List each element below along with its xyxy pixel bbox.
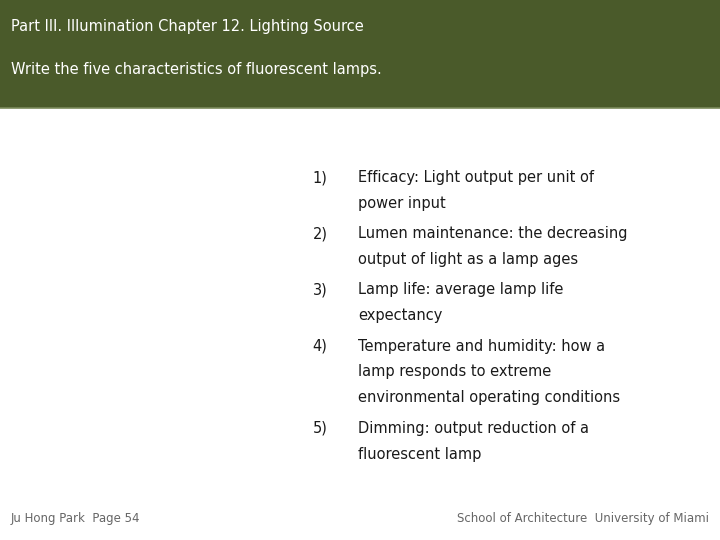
Text: 3): 3) [313, 282, 328, 298]
Text: Lamp life: average lamp life: Lamp life: average lamp life [358, 282, 563, 298]
Text: School of Architecture  University of Miami: School of Architecture University of Mia… [457, 512, 709, 525]
Text: 5): 5) [312, 421, 328, 436]
Text: Dimming: output reduction of a: Dimming: output reduction of a [358, 421, 589, 436]
Text: lamp responds to extreme: lamp responds to extreme [358, 364, 551, 380]
Text: power input: power input [358, 196, 446, 211]
Text: environmental operating conditions: environmental operating conditions [358, 390, 620, 406]
Text: Part III. Illumination Chapter 12. Lighting Source: Part III. Illumination Chapter 12. Light… [11, 19, 364, 34]
Text: output of light as a lamp ages: output of light as a lamp ages [358, 252, 578, 267]
Text: 4): 4) [312, 339, 328, 354]
Text: fluorescent lamp: fluorescent lamp [358, 447, 481, 462]
Text: 1): 1) [312, 170, 328, 185]
Text: Ju Hong Park  Page 54: Ju Hong Park Page 54 [11, 512, 140, 525]
Text: Temperature and humidity: how a: Temperature and humidity: how a [358, 339, 605, 354]
FancyBboxPatch shape [0, 108, 720, 540]
Text: Efficacy: Light output per unit of: Efficacy: Light output per unit of [358, 170, 594, 185]
Text: Write the five characteristics of fluorescent lamps.: Write the five characteristics of fluore… [11, 62, 382, 77]
Text: expectancy: expectancy [358, 308, 442, 323]
Text: Lumen maintenance: the decreasing: Lumen maintenance: the decreasing [358, 226, 627, 241]
Text: 2): 2) [312, 226, 328, 241]
FancyBboxPatch shape [0, 0, 720, 108]
